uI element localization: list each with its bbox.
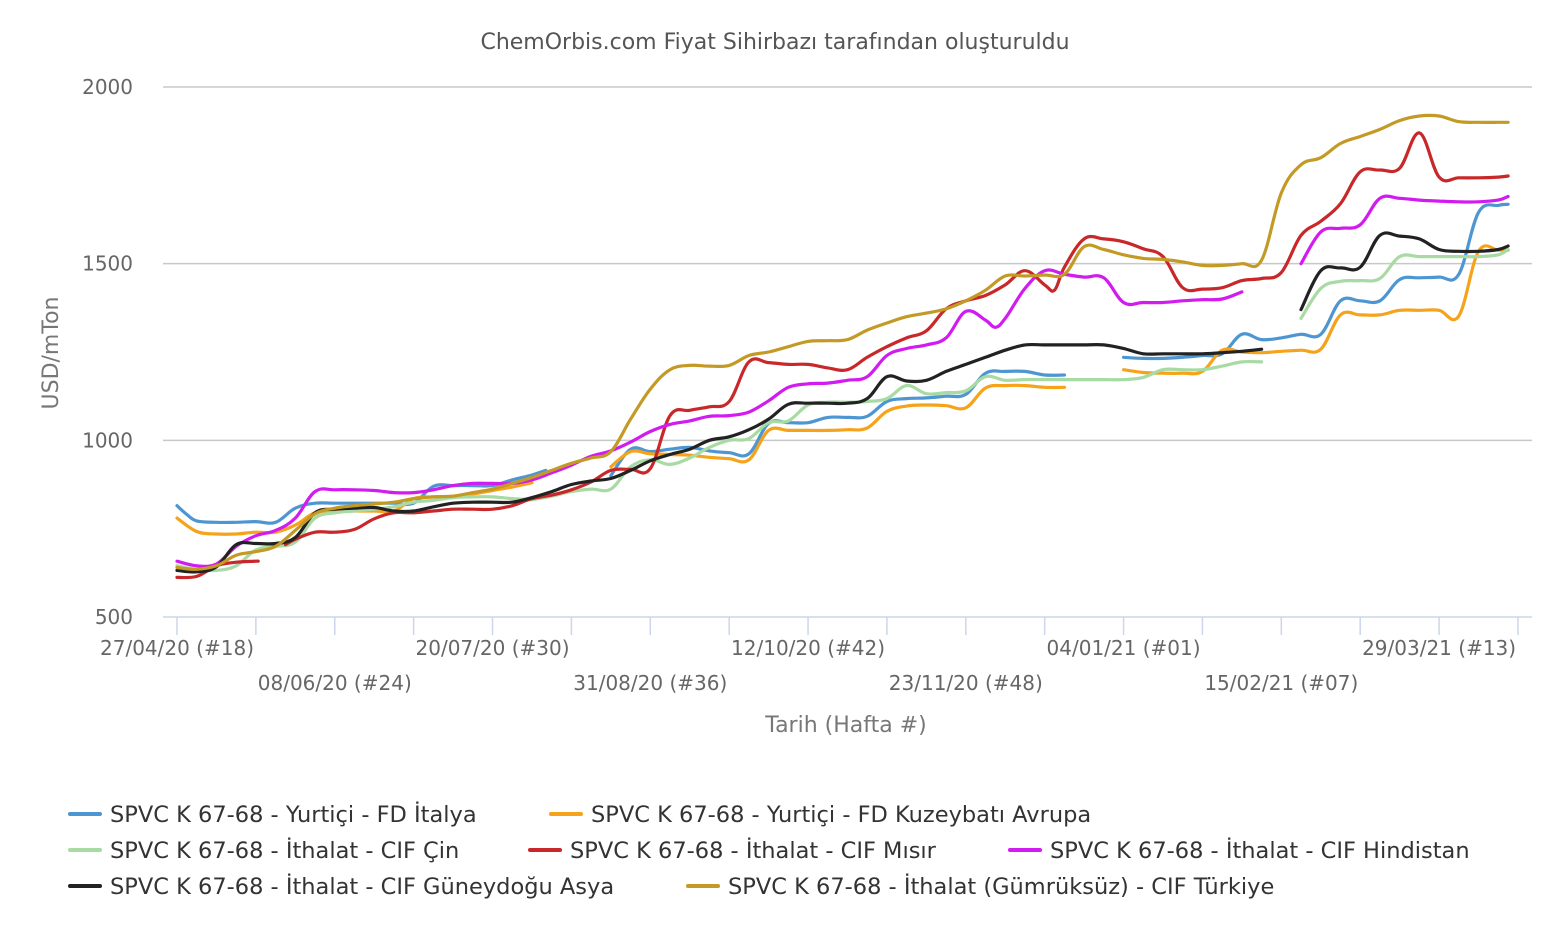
series-line (609, 383, 1066, 469)
x-tick-label: 12/10/20 (#42) (731, 636, 885, 660)
y-tick-label: 2000 (82, 75, 133, 99)
legend-item[interactable]: SPVC K 67-68 - Yurtiçi - FD Kuzeybatı Av… (549, 802, 1091, 828)
x-tick-label: 08/06/20 (#24) (258, 671, 412, 695)
series-line (283, 131, 1510, 547)
y-tick-label: 1000 (82, 428, 133, 452)
y-tick-label: 500 (95, 605, 133, 629)
series-line (175, 268, 1244, 568)
series-line (530, 374, 1066, 502)
series-line (1122, 244, 1510, 376)
series-line (175, 559, 260, 580)
series-lines (175, 113, 1510, 580)
legend-item[interactable]: SPVC K 67-68 - İthalat - CIF Güneydoğu A… (68, 872, 614, 900)
legend-label: SPVC K 67-68 - İthalat (Gümrüksüz) - CIF… (728, 872, 1274, 900)
y-axis-title: USD/mTon (39, 297, 64, 410)
series-4 (175, 131, 1510, 580)
x-tick-label: 31/08/20 (#36) (573, 671, 727, 695)
legend-label: SPVC K 67-68 - İthalat - CIF Hindistan (1050, 836, 1470, 864)
x-axis-ticks (176, 617, 1519, 635)
series-line (175, 468, 548, 525)
series-line (1299, 231, 1510, 312)
x-tick-label: 23/11/20 (#48) (889, 671, 1043, 695)
legend-item[interactable]: SPVC K 67-68 - İthalat - CIF Mısır (528, 836, 937, 864)
legend-label: SPVC K 67-68 - Yurtiçi - FD İtalya (110, 800, 477, 828)
legend-item[interactable]: SPVC K 67-68 - Yurtiçi - FD İtalya (68, 800, 477, 828)
legend-label: SPVC K 67-68 - İthalat - CIF Çin (110, 836, 459, 864)
series-line (175, 342, 1264, 574)
x-tick-label: 20/07/20 (#30) (416, 636, 570, 660)
series-3 (175, 247, 1510, 573)
legend-label: SPVC K 67-68 - İthalat - CIF Mısır (570, 836, 937, 864)
y-axis-tick-labels: 500 1000 1500 2000 (82, 75, 133, 629)
x-tick-label: 29/03/21 (#13) (1362, 636, 1516, 660)
grid-lines (163, 86, 1532, 442)
legend-item[interactable]: SPVC K 67-68 - İthalat (Gümrüksüz) - CIF… (686, 872, 1274, 900)
series-line (1299, 194, 1510, 266)
x-tick-label: 27/04/20 (#18) (100, 636, 254, 660)
chart-subtitle: ChemOrbis.com Fiyat Sihirbazı tarafından… (480, 30, 1069, 55)
series-line (1122, 202, 1510, 361)
legend-label: SPVC K 67-68 - Yurtiçi - FD Kuzeybatı Av… (591, 802, 1091, 828)
series-line (175, 495, 534, 573)
y-tick-label: 1500 (82, 252, 133, 276)
series-line (609, 369, 1066, 478)
series-line (175, 113, 1510, 571)
legend-item[interactable]: SPVC K 67-68 - İthalat - CIF Hindistan (1008, 836, 1470, 864)
series-7 (175, 113, 1510, 571)
x-tick-label: 04/01/21 (#01) (1047, 636, 1201, 660)
series-line (1299, 247, 1510, 320)
legend: SPVC K 67-68 - Yurtiçi - FD İtalya SPVC K… (68, 800, 1470, 900)
x-tick-label: 15/02/21 (#07) (1204, 671, 1358, 695)
series-line (1062, 359, 1264, 382)
legend-item[interactable]: SPVC K 67-68 - İthalat - CIF Çin (68, 836, 459, 864)
series-6 (175, 231, 1510, 574)
x-axis-title: Tarih (Hafta #) (764, 713, 926, 738)
legend-label: SPVC K 67-68 - İthalat - CIF Güneydoğu A… (110, 872, 614, 900)
x-axis-tick-labels: 27/04/20 (#18) 20/07/20 (#30) 12/10/20 (#4… (100, 636, 1516, 695)
series-1 (175, 202, 1510, 525)
